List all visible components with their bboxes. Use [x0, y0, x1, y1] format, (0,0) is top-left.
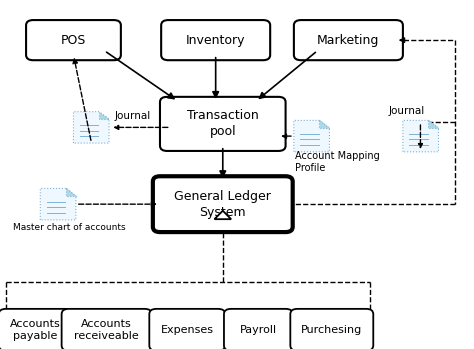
- Text: Marketing: Marketing: [317, 34, 380, 47]
- Text: Accounts
receiveable: Accounts receiveable: [74, 319, 139, 341]
- Polygon shape: [99, 112, 109, 119]
- FancyBboxPatch shape: [62, 309, 152, 349]
- FancyBboxPatch shape: [160, 97, 285, 151]
- FancyBboxPatch shape: [0, 309, 72, 349]
- Polygon shape: [294, 120, 329, 152]
- FancyBboxPatch shape: [149, 309, 225, 349]
- Polygon shape: [73, 112, 109, 143]
- Polygon shape: [214, 211, 231, 219]
- Text: Payroll: Payroll: [240, 325, 277, 335]
- Polygon shape: [66, 188, 76, 196]
- Text: Account Mapping
Profile: Account Mapping Profile: [295, 151, 380, 173]
- FancyBboxPatch shape: [224, 309, 293, 349]
- Polygon shape: [428, 120, 438, 128]
- FancyBboxPatch shape: [290, 309, 373, 349]
- Text: General Ledger
System: General Ledger System: [174, 190, 271, 219]
- Text: Accounts
payable: Accounts payable: [10, 319, 61, 341]
- Text: Journal: Journal: [389, 106, 425, 117]
- Text: Inventory: Inventory: [186, 34, 246, 47]
- Polygon shape: [403, 120, 438, 152]
- Text: POS: POS: [61, 34, 86, 47]
- Text: Master chart of accounts: Master chart of accounts: [13, 223, 126, 232]
- Polygon shape: [319, 120, 329, 128]
- FancyBboxPatch shape: [26, 20, 121, 60]
- Text: Purchesing: Purchesing: [301, 325, 363, 335]
- FancyBboxPatch shape: [161, 20, 270, 60]
- Polygon shape: [40, 188, 76, 220]
- Text: Transaction
pool: Transaction pool: [187, 109, 259, 139]
- Text: Journal: Journal: [115, 111, 151, 121]
- FancyBboxPatch shape: [294, 20, 403, 60]
- Text: Expenses: Expenses: [161, 325, 214, 335]
- FancyBboxPatch shape: [153, 176, 292, 232]
